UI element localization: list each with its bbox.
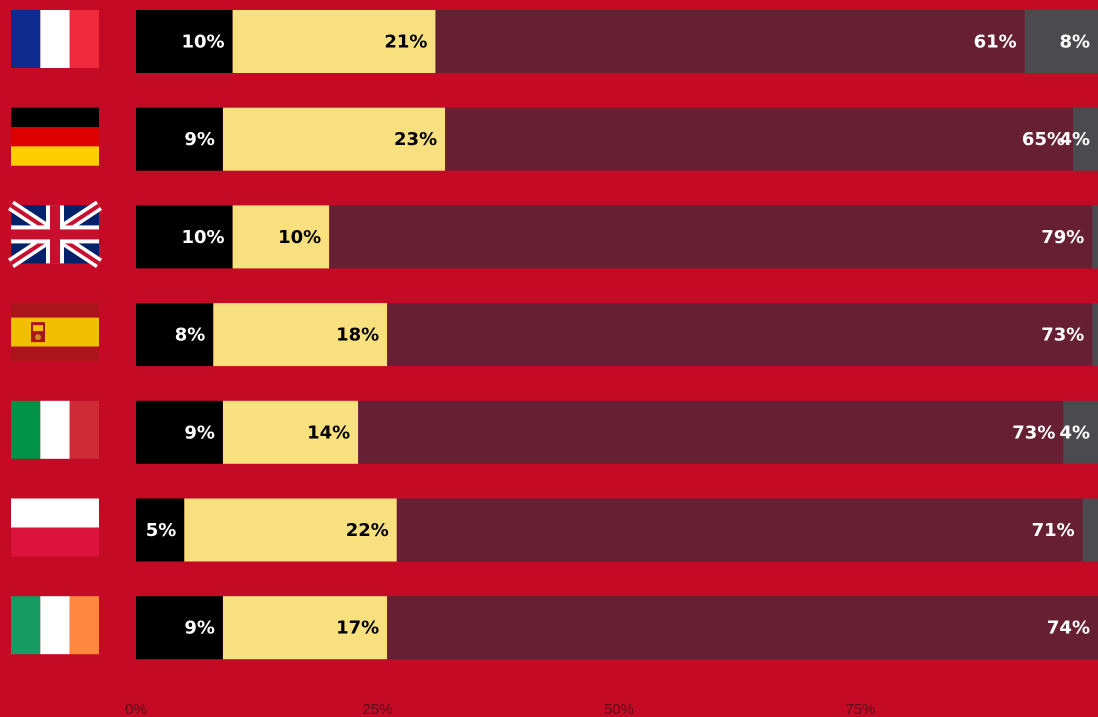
data-label: 79% — [1041, 227, 1084, 248]
flag-italy-icon — [11, 400, 99, 459]
data-label: 73% — [1041, 325, 1084, 346]
data-label: 4% — [1059, 129, 1090, 150]
flag-spain-icon — [11, 303, 99, 362]
bar-segment — [184, 498, 397, 562]
bars-group: 10% 21% 61% 8%9% 23% 65%4%10% 10% 79%8% 18% 73%9%… — [136, 10, 1098, 660]
bar-segment — [136, 107, 223, 171]
data-label: 23% — [394, 129, 437, 150]
bar-segment — [1073, 107, 1098, 171]
x-tick-label: 0% — [125, 701, 147, 717]
data-label: 8% — [1059, 32, 1090, 53]
bar-segment — [136, 10, 233, 73]
bar-segment — [387, 596, 1098, 660]
x-axis: 0% 25% 50% 75% — [125, 701, 875, 717]
bar-segment — [1024, 10, 1098, 73]
data-label: 5% — [146, 520, 177, 541]
bar-segment — [329, 205, 1093, 269]
bar-segment — [1092, 205, 1098, 269]
bar-segment — [136, 596, 223, 660]
bar-segment — [222, 596, 388, 660]
bar-segment — [1063, 400, 1098, 464]
x-tick-label: 75% — [845, 701, 875, 717]
bar-segment — [222, 400, 359, 464]
data-label: 9% — [184, 422, 215, 443]
bar-segment — [435, 10, 1025, 73]
data-label: 18% — [336, 325, 379, 346]
bar-segment — [136, 400, 223, 464]
data-label: 14% — [307, 422, 350, 443]
bar-segment — [136, 303, 214, 367]
bar-segment — [232, 205, 330, 269]
data-label: 71% — [1032, 520, 1075, 541]
bar-segment — [136, 498, 185, 562]
bar-segment — [222, 107, 446, 171]
x-tick-label: 25% — [362, 701, 392, 717]
flag-germany-icon — [11, 107, 99, 166]
data-label: 9% — [184, 129, 215, 150]
data-label: 17% — [336, 618, 379, 639]
bar-segment — [1092, 303, 1098, 367]
bar-segment — [1082, 498, 1098, 562]
data-label: 74% — [1047, 618, 1090, 639]
bar-segment — [396, 498, 1083, 562]
data-label: 22% — [346, 520, 389, 541]
data-label: 9% — [184, 618, 215, 639]
data-label: 10% — [182, 227, 225, 248]
flag-poland-icon — [11, 498, 99, 557]
bar-segment — [358, 400, 1064, 464]
data-label: 4% — [1059, 422, 1090, 443]
bar-segment — [136, 205, 233, 269]
x-tick-label: 50% — [604, 701, 634, 717]
flag-france-icon — [11, 10, 99, 68]
flag-uk-icon — [7, 200, 103, 268]
data-label: 61% — [974, 32, 1017, 53]
flag-ireland-icon — [11, 596, 99, 655]
data-label: 8% — [175, 325, 206, 346]
data-label: 73% — [1012, 422, 1055, 443]
bar-segment — [387, 303, 1093, 367]
bar-segment — [213, 303, 388, 367]
flags-group — [7, 10, 103, 655]
data-label: 10% — [278, 227, 321, 248]
data-label: 21% — [384, 32, 427, 53]
bar-segment — [232, 10, 436, 73]
data-label: 65% — [1022, 129, 1065, 150]
data-label: 10% — [182, 32, 225, 53]
bar-segment — [445, 107, 1074, 171]
